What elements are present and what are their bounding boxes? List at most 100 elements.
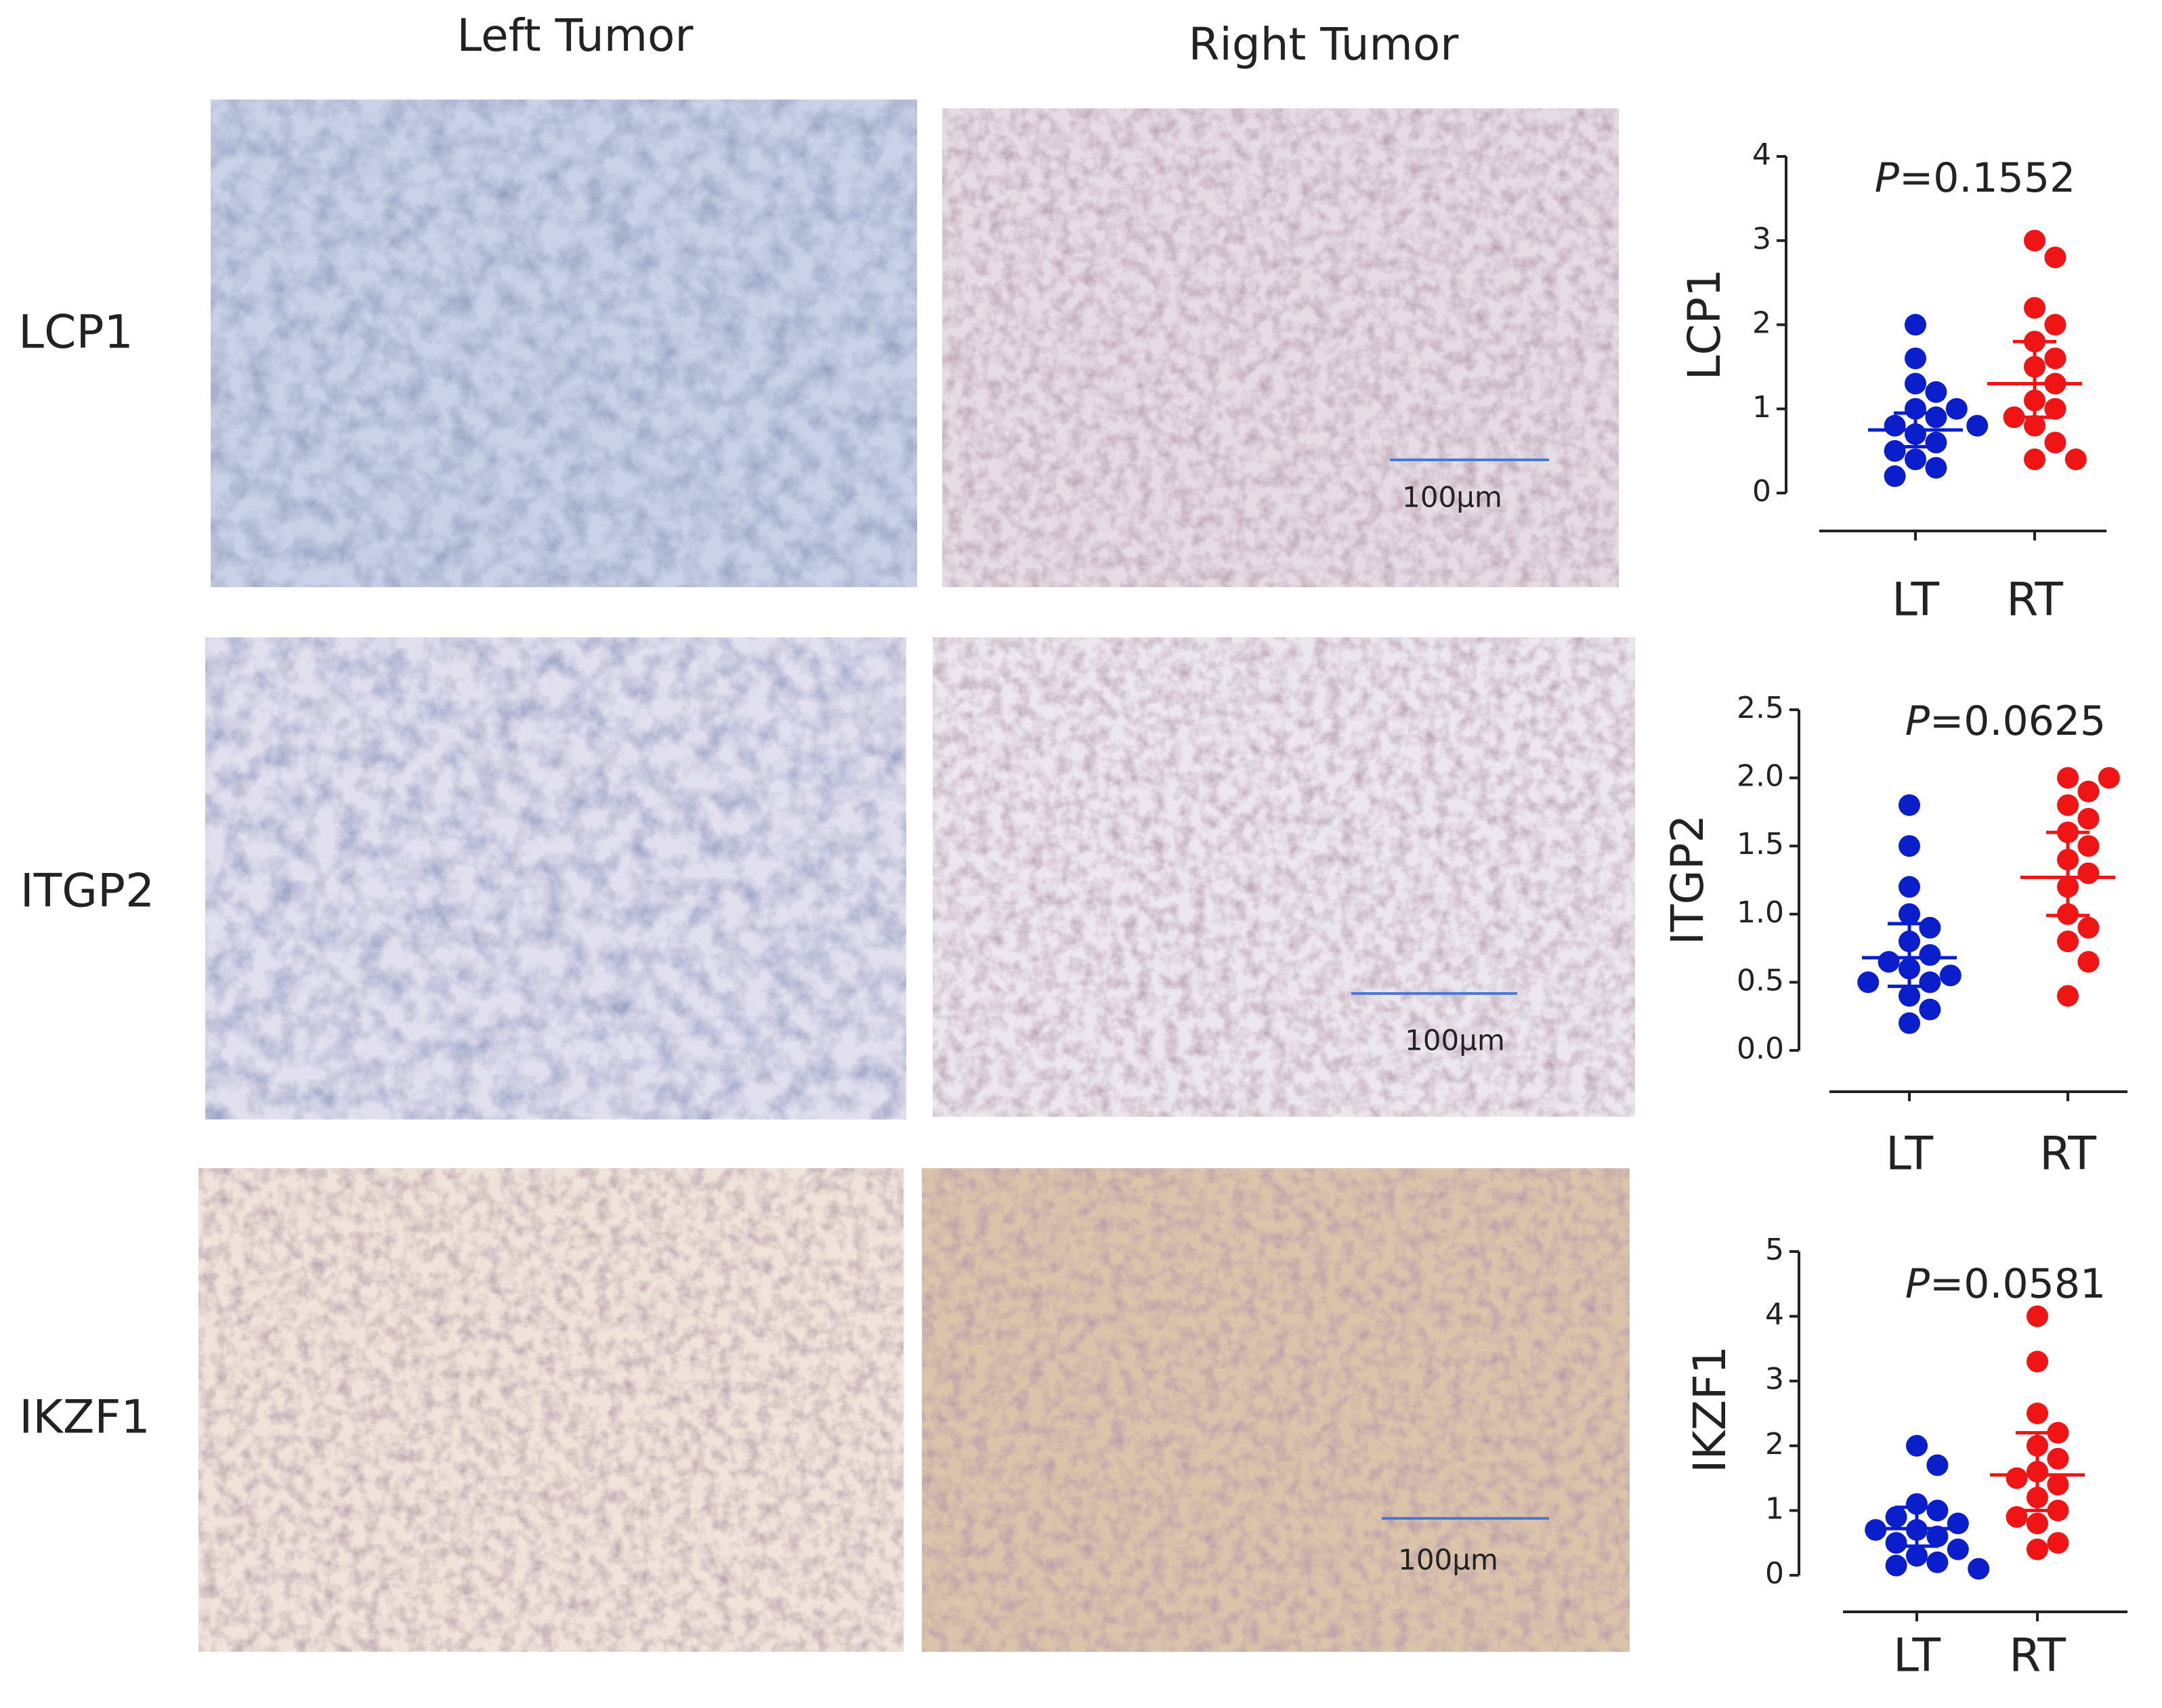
y-tick-label: 0 (1765, 1556, 1784, 1591)
micrograph (198, 1168, 904, 1652)
data-point (2024, 448, 2046, 471)
p-symbol: P (1905, 698, 1930, 745)
data-point (1899, 876, 1920, 898)
data-point (2057, 931, 2079, 953)
error-bar (1888, 922, 1931, 988)
data-point (1905, 347, 1926, 370)
data-point (2077, 951, 2100, 973)
data-point (2027, 1538, 2048, 1560)
p-symbol: P (1905, 1260, 1930, 1308)
data-point (2077, 862, 2100, 884)
micrograph (205, 637, 906, 1119)
y-tick-label: 4 (1765, 1298, 1784, 1332)
p-text: =0.0625 (1930, 698, 2106, 745)
data-point (2024, 230, 2046, 252)
scale-bar-label: 100μm (1402, 481, 1502, 514)
data-point (2047, 1474, 2069, 1496)
data-point (1947, 1512, 1969, 1535)
data-point (1926, 1499, 1949, 1522)
scale-bar-label: 100μm (1398, 1543, 1498, 1577)
data-point (2047, 1532, 2069, 1554)
p-symbol: P (1875, 154, 1900, 202)
data-point (1926, 1551, 1949, 1573)
y-tick-label: 2.0 (1737, 759, 1784, 794)
data-point (2044, 347, 2066, 370)
column-header: Right Tumor (1189, 18, 1460, 70)
x-tick-label: LT (1892, 574, 1940, 627)
p-text: =0.0581 (1930, 1260, 2106, 1308)
data-point (1884, 465, 1906, 488)
error-bar (2046, 830, 2090, 918)
data-point (1878, 951, 1900, 973)
data-point (2057, 794, 2079, 816)
data-point (2077, 916, 2100, 939)
y-tick-label: 2 (1752, 306, 1771, 341)
data-point (1905, 448, 1926, 471)
micrograph (942, 108, 1619, 587)
y-tick-label: 3 (1752, 221, 1771, 256)
data-point (2027, 1512, 2048, 1535)
y-tick-label: 5 (1765, 1233, 1784, 1267)
data-point (1857, 971, 1880, 994)
y-axis-label: IKZF1 (1684, 1346, 1736, 1473)
y-tick-label: 1 (1752, 390, 1771, 425)
x-tick-label: LT (1893, 1629, 1941, 1683)
data-point (2044, 247, 2066, 269)
error-bar (1894, 411, 1937, 449)
micrograph (933, 637, 1635, 1117)
data-point (1925, 381, 1947, 403)
data-point (2044, 314, 2066, 336)
data-point (2098, 767, 2120, 789)
data-point (2024, 414, 2046, 437)
y-tick-label: 2.5 (1737, 691, 1784, 725)
data-point (2044, 398, 2066, 420)
column-header: Left Tumor (457, 9, 694, 62)
y-tick-label: 1.5 (1737, 827, 1784, 861)
error-bar (1895, 1506, 1938, 1548)
data-point (1906, 1434, 1928, 1457)
data-point (1885, 1532, 1907, 1554)
data-point (2077, 835, 2100, 857)
y-tick-label: 1.0 (1737, 895, 1784, 930)
micrographs (198, 100, 1635, 1652)
data-point (2024, 297, 2046, 319)
scale-bar-label: 100μm (1405, 1024, 1505, 1057)
p-value: P=0.0581 (1905, 1260, 2106, 1308)
row-label: LCP1 (18, 306, 133, 360)
error-bar (2013, 339, 2056, 419)
error-bar (2016, 1431, 2059, 1512)
data-point (1885, 1506, 1907, 1528)
data-point (1899, 1012, 1920, 1034)
micrograph (211, 100, 917, 587)
y-tick-label: 2 (1765, 1427, 1784, 1461)
p-text: =0.1552 (1899, 154, 2075, 202)
data-point (2057, 985, 2079, 1007)
data-point (1919, 944, 1941, 966)
data-point (1968, 1558, 1990, 1580)
data-point (1919, 971, 1941, 994)
data-point (1926, 1525, 1949, 1547)
data-point (1899, 985, 1920, 1007)
data-point (1939, 964, 1962, 987)
data-point (1926, 1454, 1949, 1476)
data-point (1899, 835, 1920, 857)
data-point (2064, 448, 2087, 471)
data-point (2027, 1403, 2048, 1424)
x-tick-label: RT (2006, 574, 2063, 627)
p-value: P=0.0625 (1905, 698, 2106, 745)
data-point (1925, 406, 1947, 429)
data-point (2057, 767, 2079, 789)
row-label: ITGP2 (20, 865, 155, 918)
y-tick-label: 3 (1765, 1362, 1784, 1396)
data-point (2027, 1305, 2048, 1327)
p-value: P=0.1552 (1875, 154, 2075, 202)
data-point (1925, 456, 1947, 479)
data-point (2044, 431, 2066, 454)
y-tick-label: 0 (1752, 474, 1771, 509)
data-point (2077, 807, 2100, 830)
data-point (2006, 1467, 2028, 1489)
data-point (1899, 903, 1920, 925)
y-tick-label: 4 (1752, 137, 1771, 172)
row-label: IKZF1 (19, 1391, 150, 1445)
